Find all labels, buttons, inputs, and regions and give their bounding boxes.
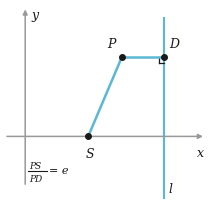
Text: P: P (107, 38, 116, 51)
Text: l: l (168, 183, 172, 196)
Text: = e: = e (49, 166, 69, 176)
Text: D: D (169, 38, 179, 51)
Text: PD: PD (29, 175, 43, 184)
Text: y: y (32, 9, 39, 22)
Text: PS: PS (29, 161, 42, 170)
Text: S: S (86, 148, 95, 161)
Text: x: x (197, 147, 204, 160)
